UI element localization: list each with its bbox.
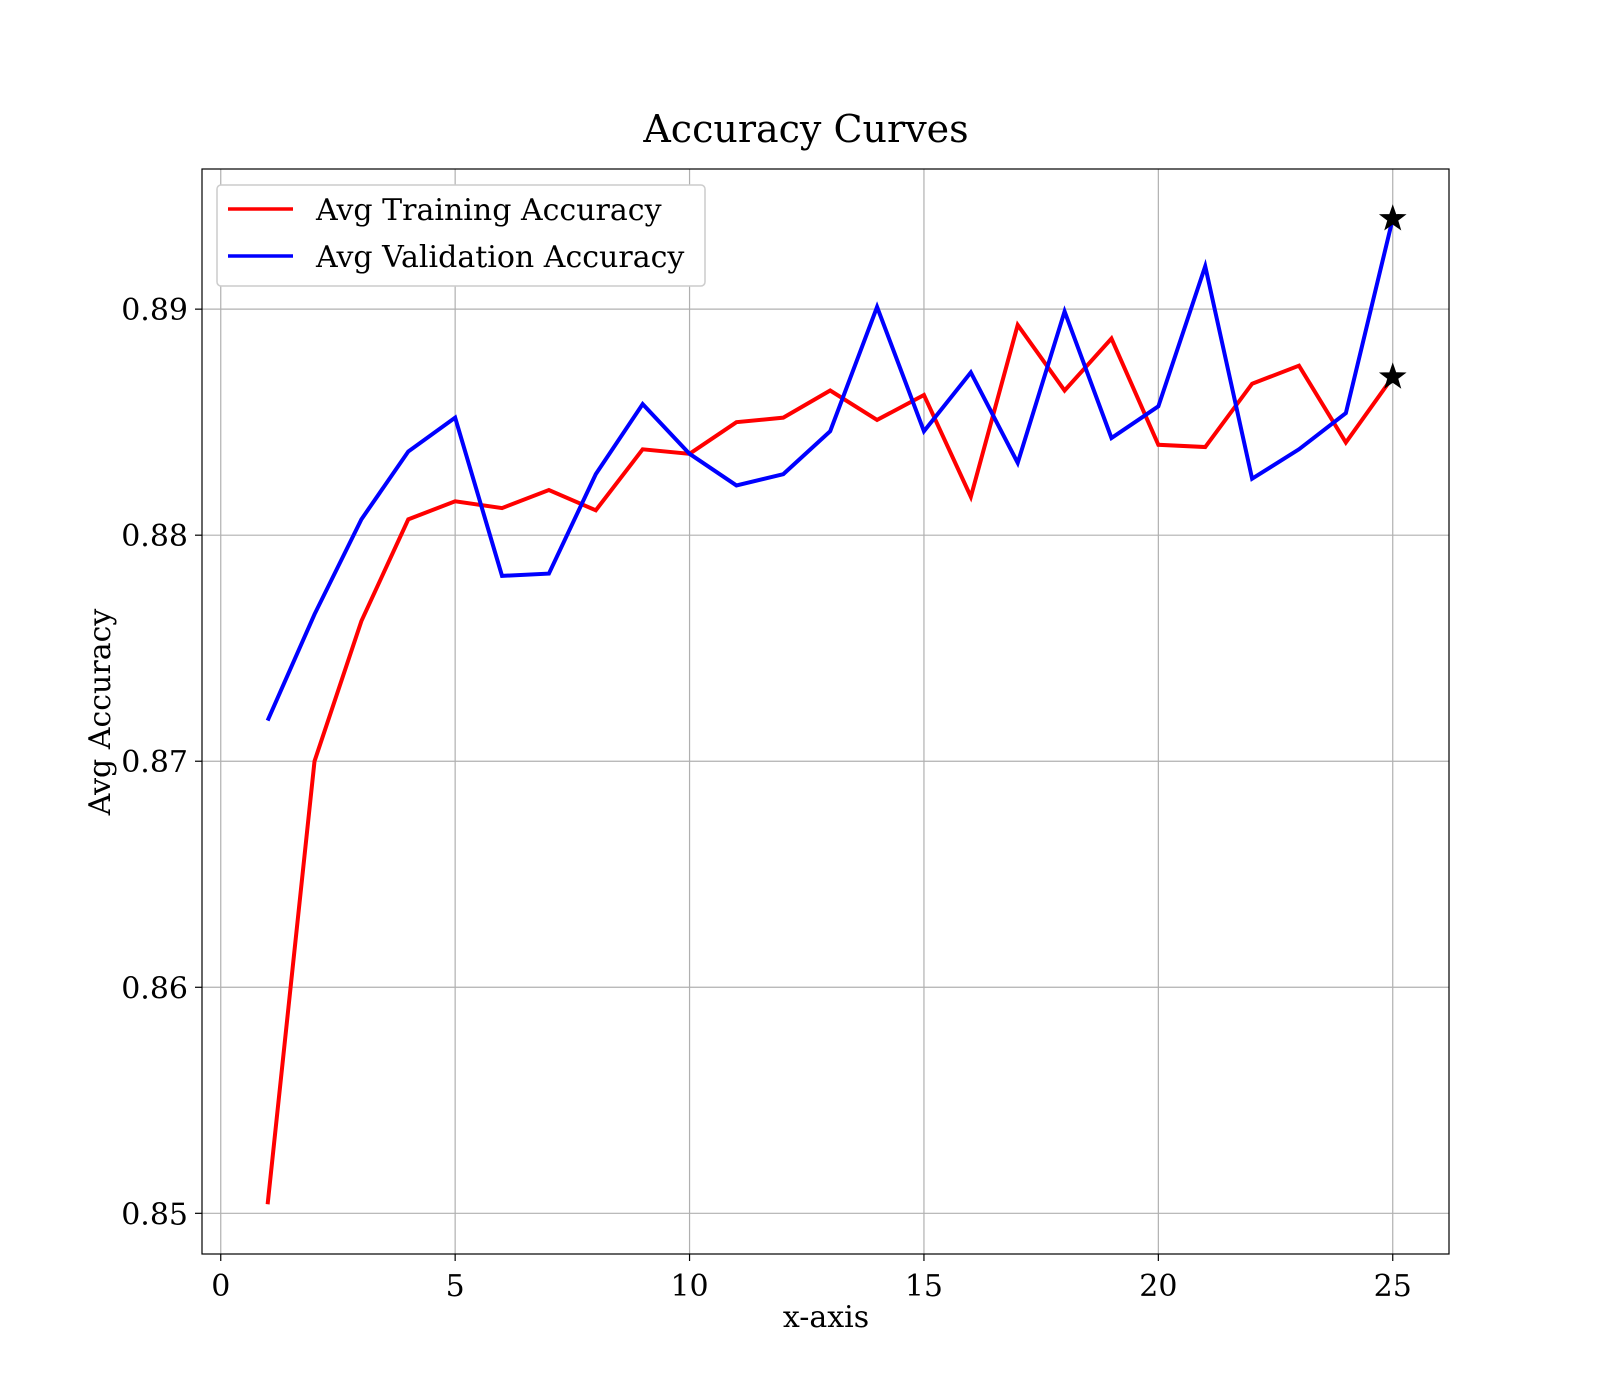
y-tick-label: 0.89: [121, 293, 188, 328]
training-accuracy-line: [265, 320, 1395, 1205]
x-tick-label: 25: [1374, 1269, 1412, 1304]
x-tick-label: 10: [670, 1269, 708, 1304]
legend: Avg Training Accuracy Avg Validation Acc…: [216, 184, 706, 287]
x-axis-label: x-axis: [783, 1300, 869, 1335]
y-axis-label: Avg Accuracy: [83, 609, 118, 817]
x-tick-label: 5: [446, 1269, 465, 1304]
legend-validation-label: Avg Validation Accuracy: [315, 240, 684, 275]
chart-title: Accuracy Curves: [642, 107, 968, 151]
x-axis-ticks: 0 5 10 15 20 25: [211, 1254, 1412, 1304]
y-tick-label: 0.88: [121, 519, 188, 554]
y-tick-label: 0.87: [121, 745, 188, 780]
y-tick-label: 0.85: [121, 1197, 188, 1232]
series-lines: [265, 218, 1395, 1205]
star-icon: [1378, 204, 1407, 231]
y-axis-ticks: 0.85 0.86 0.87 0.88 0.89: [121, 293, 202, 1232]
validation-accuracy-line: [265, 218, 1395, 722]
plot-area-frame: [201, 168, 1450, 1255]
y-tick-label: 0.86: [121, 971, 188, 1006]
grid: [202, 169, 1449, 1254]
x-tick-label: 15: [905, 1269, 943, 1304]
x-tick-label: 20: [1139, 1269, 1177, 1304]
legend-training-label: Avg Training Accuracy: [315, 193, 662, 228]
series-markers: [1378, 204, 1407, 389]
x-tick-label: 0: [211, 1269, 230, 1304]
legend-box: [216, 184, 706, 287]
star-icon: [1378, 362, 1407, 389]
